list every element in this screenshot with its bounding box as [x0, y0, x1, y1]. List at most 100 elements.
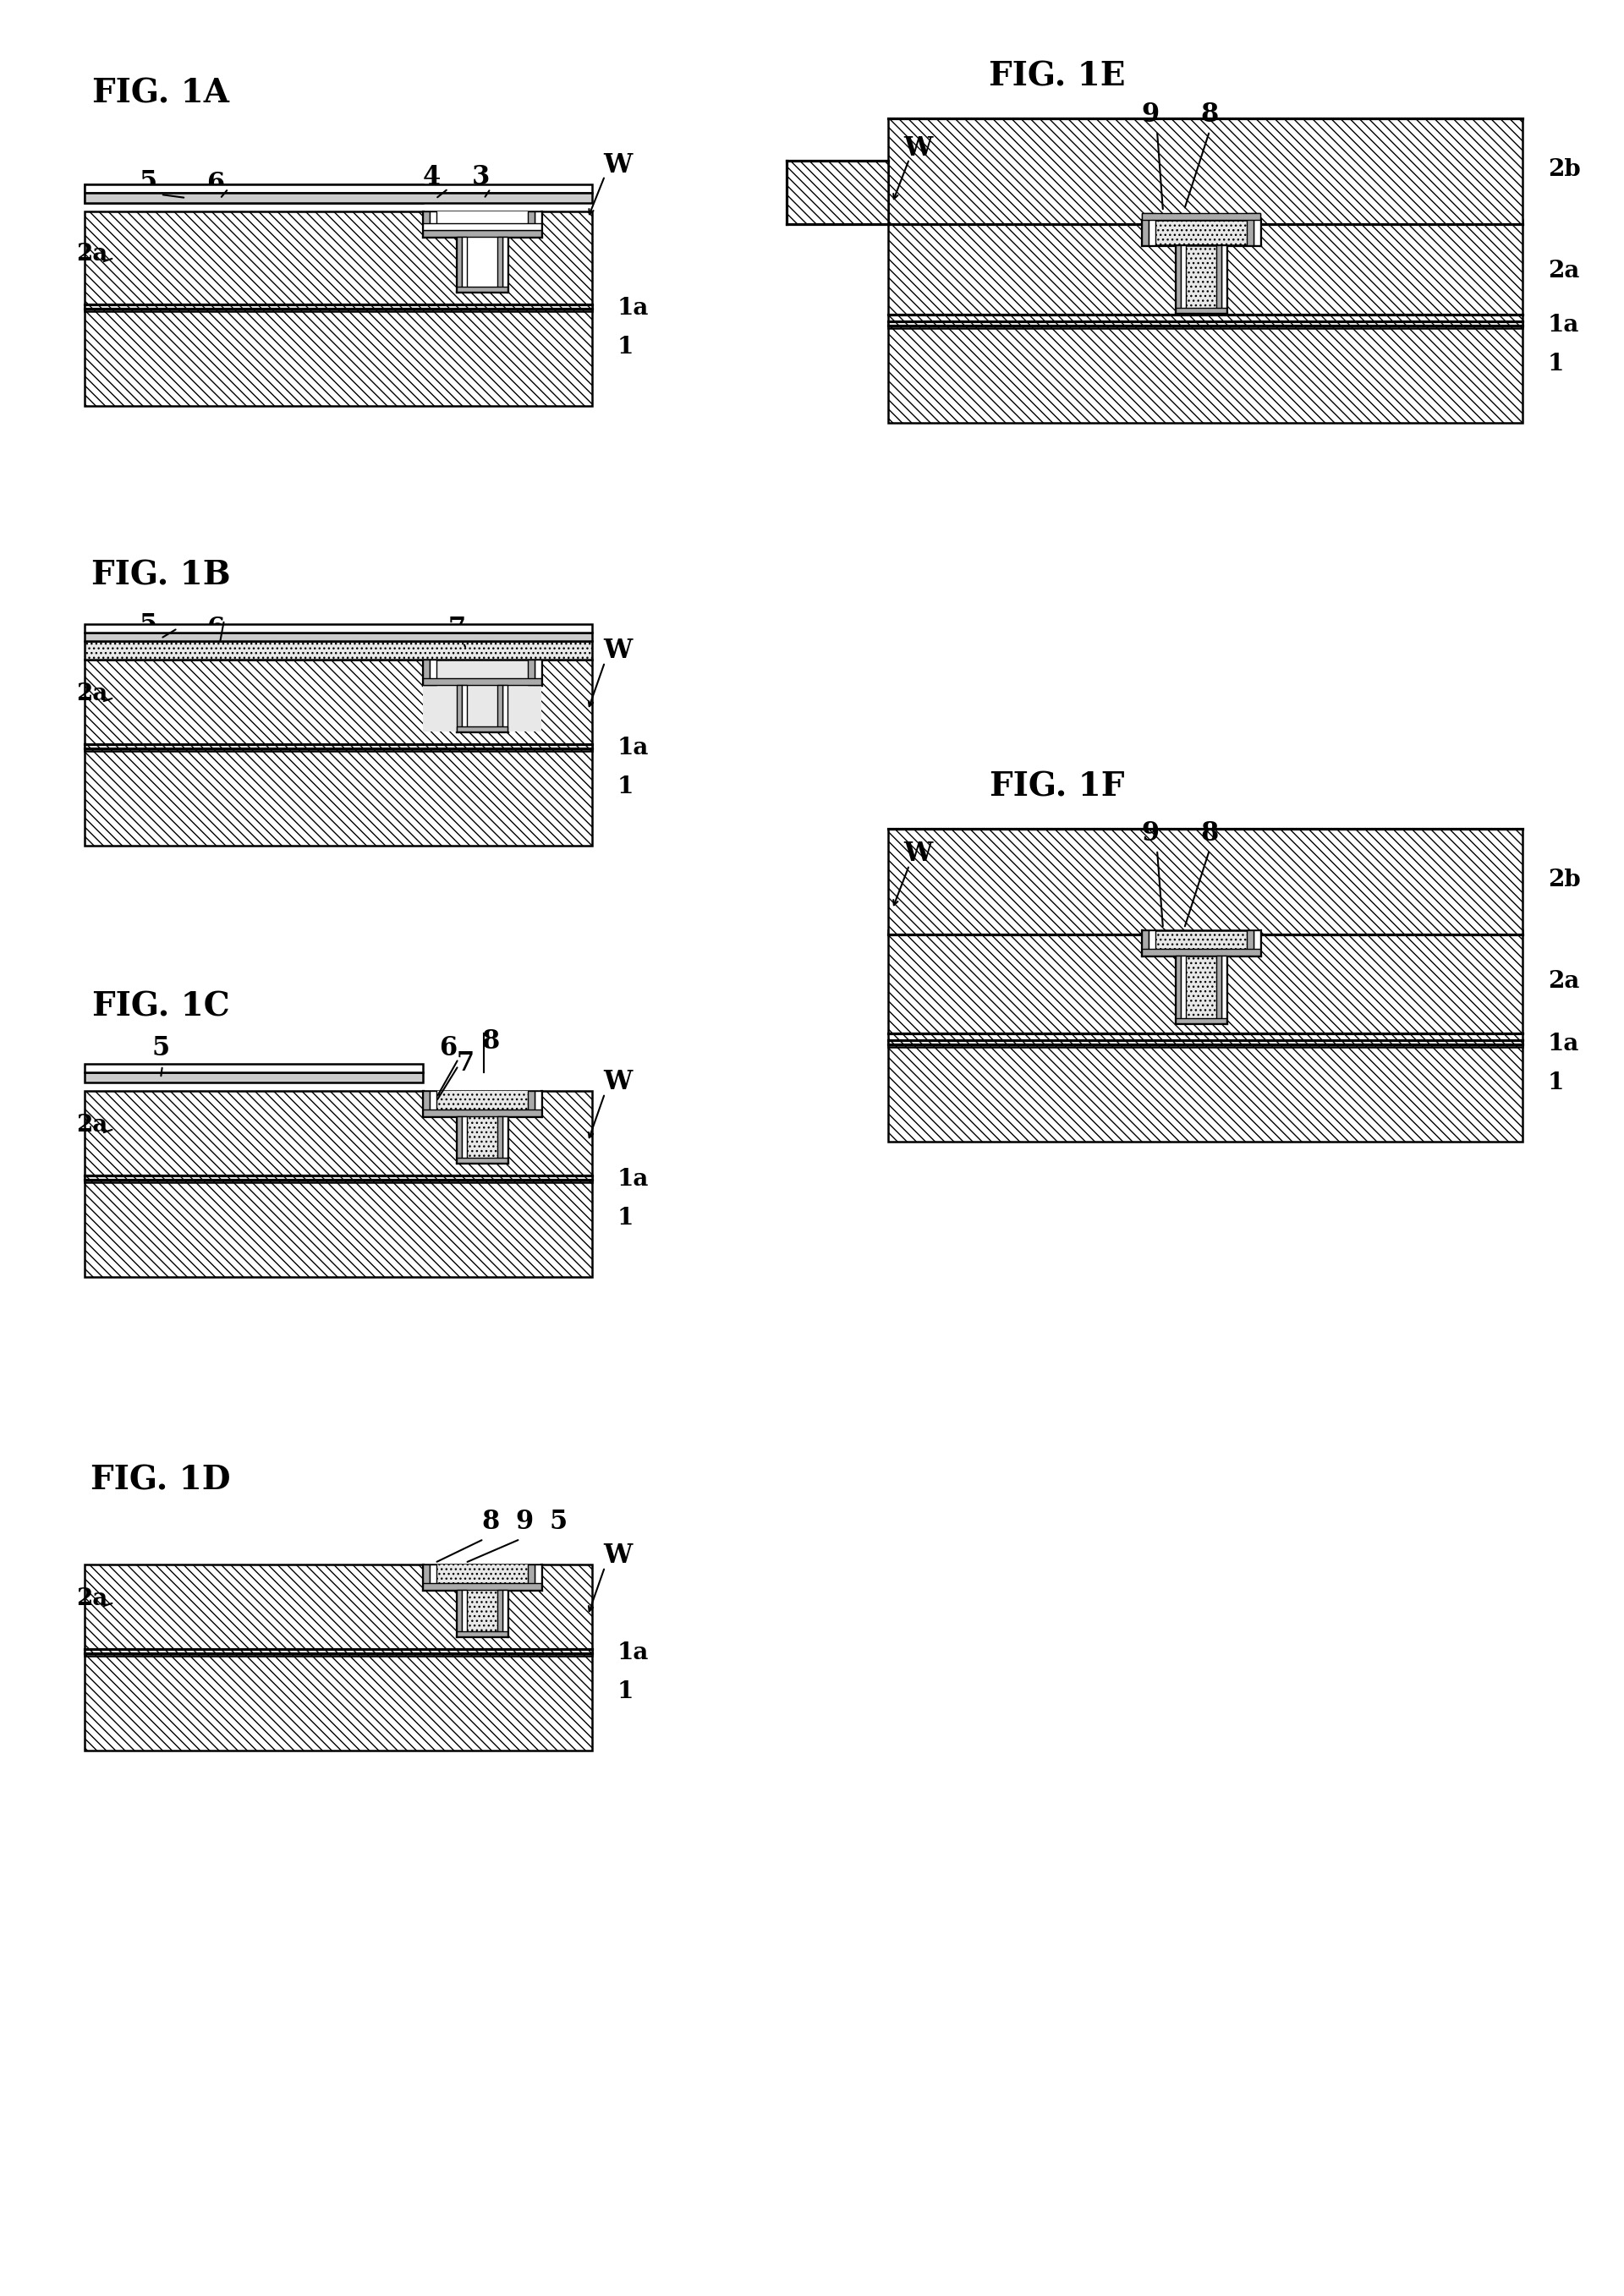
Bar	[422, 1564, 541, 1589]
Text: W: W	[603, 1070, 632, 1095]
Bar	[456, 684, 507, 732]
Bar	[888, 220, 1523, 326]
Bar	[422, 677, 541, 684]
Bar	[422, 230, 541, 236]
Text: FIG. 1D: FIG. 1D	[91, 1465, 231, 1497]
Text: 1: 1	[617, 1681, 633, 1704]
Bar	[497, 684, 502, 732]
Bar	[84, 1564, 593, 1653]
Bar	[422, 659, 430, 684]
Bar	[84, 184, 593, 193]
Text: 1: 1	[617, 776, 633, 799]
Bar	[84, 1649, 593, 1750]
Text: 7: 7	[456, 1052, 474, 1077]
Bar	[84, 641, 593, 659]
Bar	[502, 1589, 507, 1637]
Text: 3: 3	[473, 163, 490, 191]
Bar	[1142, 225, 1260, 227]
Bar	[502, 684, 507, 732]
Text: FIG. 1E: FIG. 1E	[989, 60, 1125, 92]
Bar	[422, 223, 541, 230]
Bar	[422, 1091, 541, 1116]
Text: 6: 6	[440, 1035, 458, 1061]
Bar	[461, 1589, 468, 1637]
Bar	[888, 119, 1523, 225]
Text: 2a: 2a	[76, 243, 107, 264]
Bar	[1221, 955, 1226, 1024]
Text: 9: 9	[1142, 101, 1160, 126]
Text: 5: 5	[151, 1035, 169, 1061]
Bar	[430, 659, 437, 684]
Bar	[456, 1157, 507, 1162]
Bar	[1176, 1017, 1226, 1024]
Bar	[888, 930, 1523, 1045]
Text: 9: 9	[1142, 820, 1160, 847]
Bar	[84, 625, 593, 634]
Bar	[1221, 246, 1226, 312]
Text: 9: 9	[515, 1508, 533, 1536]
Bar	[456, 1091, 507, 1162]
Bar	[84, 193, 422, 202]
Text: 2a: 2a	[76, 1114, 107, 1137]
Text: 1a: 1a	[1548, 1033, 1580, 1054]
Bar	[84, 1072, 422, 1081]
Bar	[888, 1040, 1523, 1141]
Bar	[534, 659, 541, 684]
Bar	[456, 236, 461, 292]
Bar	[84, 305, 593, 406]
Bar	[456, 1589, 461, 1637]
Bar	[422, 659, 541, 732]
Bar	[456, 726, 507, 732]
Bar	[786, 161, 888, 225]
Bar	[528, 1564, 534, 1589]
Text: 1a: 1a	[617, 296, 650, 319]
Text: 6: 6	[206, 615, 224, 641]
Bar	[430, 1564, 534, 1584]
Bar	[534, 211, 541, 236]
Bar	[84, 659, 593, 748]
Bar	[1142, 220, 1260, 246]
Bar	[1176, 246, 1226, 312]
Text: 4: 4	[422, 163, 440, 191]
Bar	[1142, 214, 1148, 246]
Text: 6: 6	[206, 172, 224, 197]
Text: 8: 8	[482, 1029, 500, 1054]
Bar	[456, 684, 461, 732]
Bar	[502, 1116, 507, 1162]
Text: 1a: 1a	[617, 1642, 650, 1665]
Bar	[456, 1630, 507, 1637]
Bar	[1148, 930, 1155, 955]
Text: 8: 8	[482, 1508, 500, 1536]
Bar	[461, 1116, 468, 1162]
Text: 1: 1	[617, 1205, 633, 1228]
Bar	[1142, 930, 1260, 955]
Bar	[456, 1564, 507, 1637]
Bar	[84, 1091, 593, 1180]
Bar	[422, 1564, 430, 1589]
Bar	[1254, 930, 1260, 955]
Bar	[1142, 948, 1260, 955]
Bar	[1181, 955, 1186, 1024]
Bar	[1216, 246, 1221, 312]
Text: 7: 7	[448, 615, 466, 641]
Bar	[534, 1564, 541, 1589]
Text: 1: 1	[1548, 351, 1564, 374]
Bar	[502, 236, 507, 292]
Bar	[528, 211, 534, 236]
Bar	[84, 1063, 422, 1072]
Text: 5: 5	[549, 1508, 567, 1536]
Bar	[84, 1176, 593, 1277]
Bar	[1254, 214, 1260, 246]
Text: 8: 8	[1200, 101, 1218, 126]
Bar	[422, 211, 430, 236]
Text: FIG. 1A: FIG. 1A	[93, 78, 229, 110]
Bar	[422, 1584, 541, 1589]
Bar	[888, 829, 1523, 934]
Bar	[456, 659, 507, 732]
Text: 2b: 2b	[1548, 868, 1580, 891]
Bar	[456, 1116, 461, 1162]
Text: 1a: 1a	[617, 1166, 650, 1189]
Text: W: W	[603, 1543, 632, 1568]
Bar	[461, 236, 468, 292]
Text: 5: 5	[140, 613, 158, 638]
